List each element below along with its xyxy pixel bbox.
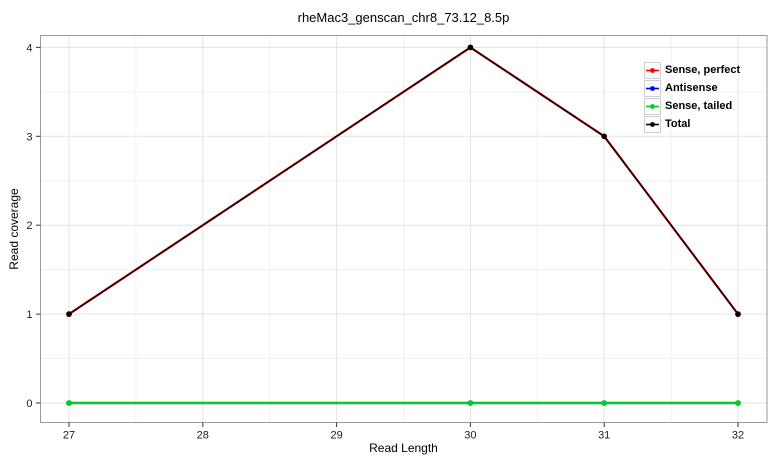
x-axis-title: Read Length — [369, 441, 438, 455]
legend-label: Sense, perfect — [665, 64, 741, 76]
legend-key-icon — [644, 61, 661, 79]
data-point-total — [66, 311, 72, 317]
panel-border — [40, 35, 768, 423]
data-point-total — [467, 44, 474, 51]
data-point-sense-tailed — [467, 400, 474, 406]
legend-label: Antisense — [665, 82, 718, 94]
y-tick-label: 0 — [26, 398, 32, 410]
legend-key-icon — [644, 79, 661, 97]
x-tick-label: 32 — [732, 430, 744, 442]
chart-title: rheMac3_genscan_chr8_73.12_8.5p — [297, 10, 510, 25]
y-tick-label: 1 — [26, 309, 32, 321]
legend-item: Antisense — [644, 79, 740, 97]
legend-label: Sense, tailed — [665, 100, 733, 112]
legend-key-icon — [644, 97, 661, 115]
legend-key-icon — [644, 115, 661, 133]
legend: Sense, perfect Antisense Sense, tailed Tota… — [644, 61, 740, 133]
legend-item: Sense, perfect — [644, 61, 740, 79]
x-tick-label: 30 — [464, 430, 476, 442]
y-tick-label: 4 — [26, 42, 32, 54]
data-point-sense-tailed — [66, 400, 72, 406]
legend-label: Total — [665, 118, 691, 130]
x-tick-label: 28 — [197, 430, 209, 442]
y-axis-title: Read coverage — [7, 188, 21, 270]
y-tick-label: 3 — [26, 131, 32, 143]
data-point-sense-tailed — [735, 400, 741, 406]
series-line-total — [68, 46, 739, 315]
y-tick-label: 2 — [26, 220, 32, 232]
legend-item: Total — [644, 115, 740, 133]
data-point-total — [735, 311, 741, 317]
x-tick-label: 31 — [598, 430, 610, 442]
data-point-sense-tailed — [601, 400, 607, 406]
x-tick-label: 27 — [63, 430, 75, 442]
data-point-total — [601, 133, 607, 140]
x-tick-label: 29 — [330, 430, 342, 442]
legend-item: Sense, tailed — [644, 97, 740, 115]
